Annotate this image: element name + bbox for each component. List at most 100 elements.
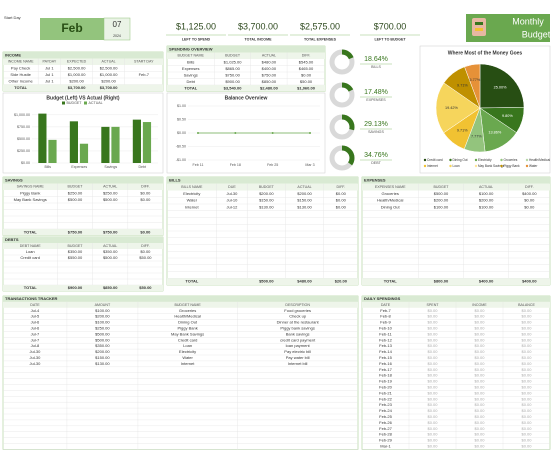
table-cell: Feb-18: [379, 373, 392, 378]
table-cell: $0.00: [427, 367, 438, 372]
table-cell: Piggy Bank: [20, 190, 40, 195]
bar: [79, 143, 89, 163]
table-cell: Jul 1: [45, 78, 54, 83]
total-cell: TOTAL: [184, 85, 198, 90]
table-cell: Feb-8: [380, 314, 391, 319]
table-title: SAVINGS: [5, 177, 23, 182]
bar: [132, 119, 141, 163]
table-cell: $0.00: [474, 361, 485, 366]
table-cell: Jul-7: [31, 337, 40, 342]
table-cell: $0.00: [521, 402, 532, 407]
table-cell: Feb-13: [379, 343, 392, 348]
stat-label: TOTAL INCOME: [245, 37, 273, 41]
table-cell: Feb-11: [379, 331, 392, 336]
slice-label: 9.71%: [457, 83, 468, 87]
total-cell: $2,480.00: [260, 85, 279, 90]
table-cell: Jul 1: [45, 65, 54, 70]
table-cell: $0.00: [521, 355, 532, 360]
chart-title: Budget (Left) VS Actual (Right): [46, 95, 119, 101]
legend-label: ACTUAL: [89, 101, 103, 105]
table-cell: $50.00: [300, 79, 313, 84]
total-cell: $1,060.00: [297, 85, 316, 90]
table-cell: $100.00: [479, 191, 494, 196]
table-header: [167, 183, 358, 191]
total-cell: $3,700.00: [68, 85, 87, 90]
table-cell: Feb-10: [379, 326, 392, 331]
table-cell: $750.00: [225, 72, 240, 77]
y-tick-label: $1,000.00: [14, 113, 30, 117]
table-header: [362, 183, 550, 191]
table-cell: Credit card: [20, 255, 40, 260]
legend-swatch: [474, 158, 478, 162]
table-cell: $0.00: [140, 249, 151, 254]
table-cell: $0.00: [427, 438, 438, 443]
total-cell: $500.00: [259, 279, 274, 284]
table-cell: $400.00: [522, 191, 537, 196]
total-cell: TOTAL: [24, 285, 38, 290]
table-cell: $0.00: [474, 337, 485, 342]
table-cell: $0.00: [427, 314, 438, 319]
table-cell: $500.00: [95, 331, 110, 336]
table-cell: Expenses: [182, 66, 200, 71]
table-cell: Loan: [26, 249, 35, 254]
column-header: DUE: [228, 185, 236, 189]
legend-label: Groceries: [504, 158, 518, 162]
column-header: ACTUAL: [103, 244, 117, 248]
point: [197, 132, 199, 134]
y-tick-label: $0.00: [177, 131, 186, 135]
chart-title: Where Most of the Money Goes: [448, 50, 523, 56]
table-cell: $0.00: [521, 379, 532, 384]
table-cell: Savings: [184, 72, 198, 77]
table-cell: $0.00: [427, 414, 438, 419]
table-cell: $1,025.00: [224, 59, 243, 64]
table-cell: $2,500.00: [68, 65, 87, 70]
table-cell: Feb-24: [379, 408, 392, 413]
total-cell: $800.00: [434, 279, 449, 284]
table-cell: $200.00: [95, 349, 110, 354]
column-header: START DAY: [134, 60, 154, 64]
column-header: BUDGET: [68, 244, 84, 248]
table-cell: $0.00: [474, 408, 485, 413]
table-cell: Electricity: [179, 349, 196, 354]
total-cell: $750.00: [103, 229, 118, 234]
table-cell: Jul-10: [226, 198, 238, 203]
donut-value: 34.76%: [364, 152, 388, 159]
column-header: DATE: [30, 303, 40, 307]
table-header: [3, 58, 163, 65]
table-cell: May Bank Savings: [14, 197, 47, 202]
table-title: DEBTS: [5, 237, 19, 242]
column-header: INCOME: [472, 303, 487, 307]
table-cell: $0.00: [427, 426, 438, 431]
total-cell: $480.00: [297, 279, 312, 284]
stat-value: $3,700.00: [238, 21, 278, 31]
table-cell: $0.00: [427, 355, 438, 360]
month-box: [40, 18, 104, 40]
point: [234, 132, 237, 134]
table-cell: $0.00: [474, 390, 485, 395]
table-cell: $100.00: [479, 204, 494, 209]
table-cell: $0.00: [521, 361, 532, 366]
table-cell: $0.00: [474, 355, 485, 360]
table-cell: Jul-30: [29, 355, 41, 360]
total-cell: $400.00: [479, 279, 494, 284]
table-cell: Internet bill: [288, 361, 308, 366]
table-cell: Dining Out: [178, 320, 198, 325]
table-cell: $250.00: [103, 190, 118, 195]
table-cell: $150.00: [259, 198, 274, 203]
table-cell: $0.00: [474, 314, 485, 319]
point: [271, 132, 274, 134]
table-cell: $0.00: [474, 432, 485, 437]
table-cell: $0.00: [301, 72, 312, 77]
table-cell: $350.00: [103, 249, 118, 254]
table-cell: $400.00: [262, 66, 277, 71]
table-cell: Jul-7: [31, 331, 40, 336]
y-tick-label: $750.00: [17, 125, 30, 129]
table-cell: $0.00: [427, 390, 438, 395]
table-cell: $0.00: [427, 396, 438, 401]
table-cell: $200.00: [101, 78, 116, 83]
table-cell: $0.00: [521, 432, 532, 437]
column-header: DIFF.: [302, 54, 311, 58]
total-cell: $20.00: [335, 279, 348, 284]
table-cell: $200.00: [297, 191, 312, 196]
table-cell: Jul-8: [31, 343, 40, 348]
